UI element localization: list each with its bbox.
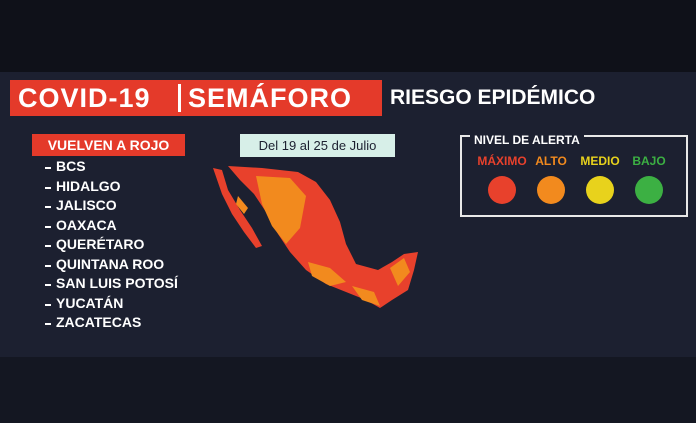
list-item: YUCATÁN: [56, 294, 124, 311]
list-item: OAXACA: [56, 216, 117, 233]
map-region: [236, 196, 248, 214]
legend-swatch: [537, 176, 565, 204]
list-dash: [45, 186, 51, 189]
legend-title: NIVEL DE ALERTA: [470, 133, 584, 147]
map: [213, 166, 418, 308]
list-item: JALISCO: [56, 197, 117, 213]
list-item: ZACATECAS: [56, 314, 142, 330]
legend-level: ALTO: [535, 154, 567, 168]
list-item: QUINTANA ROO: [56, 255, 165, 272]
list-item: BCS: [56, 158, 86, 174]
list-dash: [45, 225, 51, 228]
map-region: [308, 262, 346, 286]
list-dash: [45, 323, 51, 325]
legend-level: BAJO: [632, 154, 666, 168]
banner: [10, 80, 382, 116]
panel: [0, 72, 696, 357]
top-band: [0, 0, 696, 72]
title: COVID-19: [18, 83, 151, 113]
list-title: VUELVEN A ROJO: [32, 134, 185, 156]
map-region: [352, 286, 380, 306]
period: Del 19 al 25 de Julio: [240, 134, 395, 157]
map-region: [213, 168, 262, 248]
legend-circles: [488, 176, 663, 204]
list-item: SAN LUIS POTOSÍ: [56, 275, 178, 291]
legend-swatch: [586, 176, 614, 204]
legend-swatch: [635, 176, 663, 204]
list-dash: [45, 245, 51, 247]
map-region: [256, 176, 306, 244]
list-dash: [45, 167, 51, 169]
map-region: [390, 258, 410, 286]
list-item: HIDALGO: [56, 177, 121, 194]
list-dash: [45, 264, 51, 267]
subtitle: SEMÁFORO: [188, 83, 353, 113]
legend-level: MÁXIMO: [477, 154, 527, 168]
list-item: QUERÉTARO: [56, 236, 145, 252]
legend-level: MEDIO: [580, 154, 620, 168]
list-dash: [45, 284, 51, 286]
list-dash: [45, 206, 51, 208]
tagline: RIESGO EPIDÉMICO: [390, 86, 596, 109]
legend-swatch: [488, 176, 516, 204]
separator: [178, 84, 181, 112]
list-dash: [45, 303, 51, 306]
